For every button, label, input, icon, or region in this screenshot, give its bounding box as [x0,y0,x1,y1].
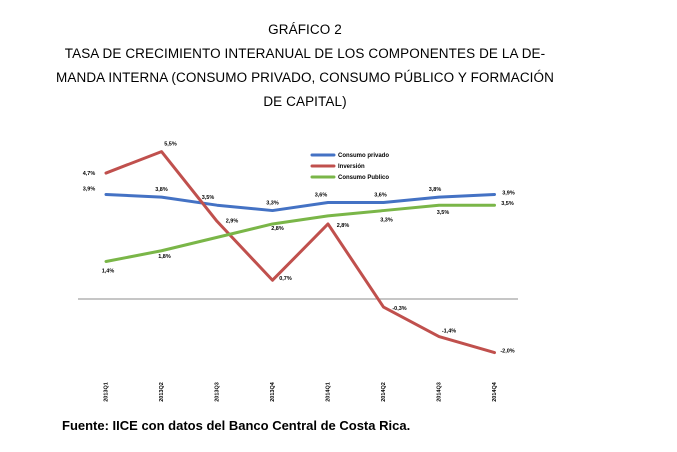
x-tick-label: 2014Q2 [381,382,387,402]
data-label: 1,4% [102,268,115,274]
title-line-1: TASA DE CRECIMIENTO INTERANUAL DE LOS CO… [64,46,546,61]
data-label: -1,4% [442,329,456,335]
chart-title-block: GRÁFICO 2 TASA DE CRECIMIENTO INTERANUAL… [0,18,610,114]
data-label: 2,8% [271,226,284,232]
x-tick-label: 2014Q4 [492,381,498,402]
data-label: 3,3% [266,201,279,207]
legend-label: Consumo privado [338,153,389,159]
data-label: 1,8% [158,254,171,260]
title-line-2: MANDA INTERNA (CONSUMO PRIVADO, CONSUMO … [56,70,554,85]
data-label: 3,3% [380,218,393,224]
data-label: 3,9% [502,190,515,196]
data-label: 3,5% [437,210,450,216]
series-line [104,150,496,355]
x-tick-label: 2013Q1 [103,382,109,402]
data-label: 3,9% [83,186,96,192]
data-label: 3,8% [429,187,442,193]
data-label: 5,5% [164,142,177,148]
x-tick-label: 2014Q3 [436,382,442,402]
data-label: -0,3% [392,306,406,312]
series-line [104,203,496,263]
legend-label: Consumo Publico [338,175,389,181]
title-line-3: DE CAPITAL) [263,94,347,109]
data-label: 3,5% [501,201,514,207]
legend-label: Inversión [338,164,365,170]
x-tick-label: 2013Q3 [214,382,220,402]
data-label: 0,7% [279,276,292,282]
x-tick-label: 2014Q1 [325,382,331,402]
data-label: 4,7% [83,171,96,177]
data-label: 2,8% [337,223,350,229]
data-label: 3,6% [315,193,328,199]
x-tick-label: 2013Q4 [270,381,276,402]
series-line [104,192,496,213]
data-label: 3,5% [202,195,215,201]
data-label: 3,8% [155,187,168,193]
data-label: 3,6% [374,193,387,199]
data-label: 2,9% [226,218,239,224]
figure-number: GRÁFICO 2 [268,22,342,37]
source-note: Fuente: IICE con datos del Banco Central… [62,418,411,433]
x-tick-label: 2013Q2 [159,382,165,402]
data-label: -2,0% [500,349,514,355]
